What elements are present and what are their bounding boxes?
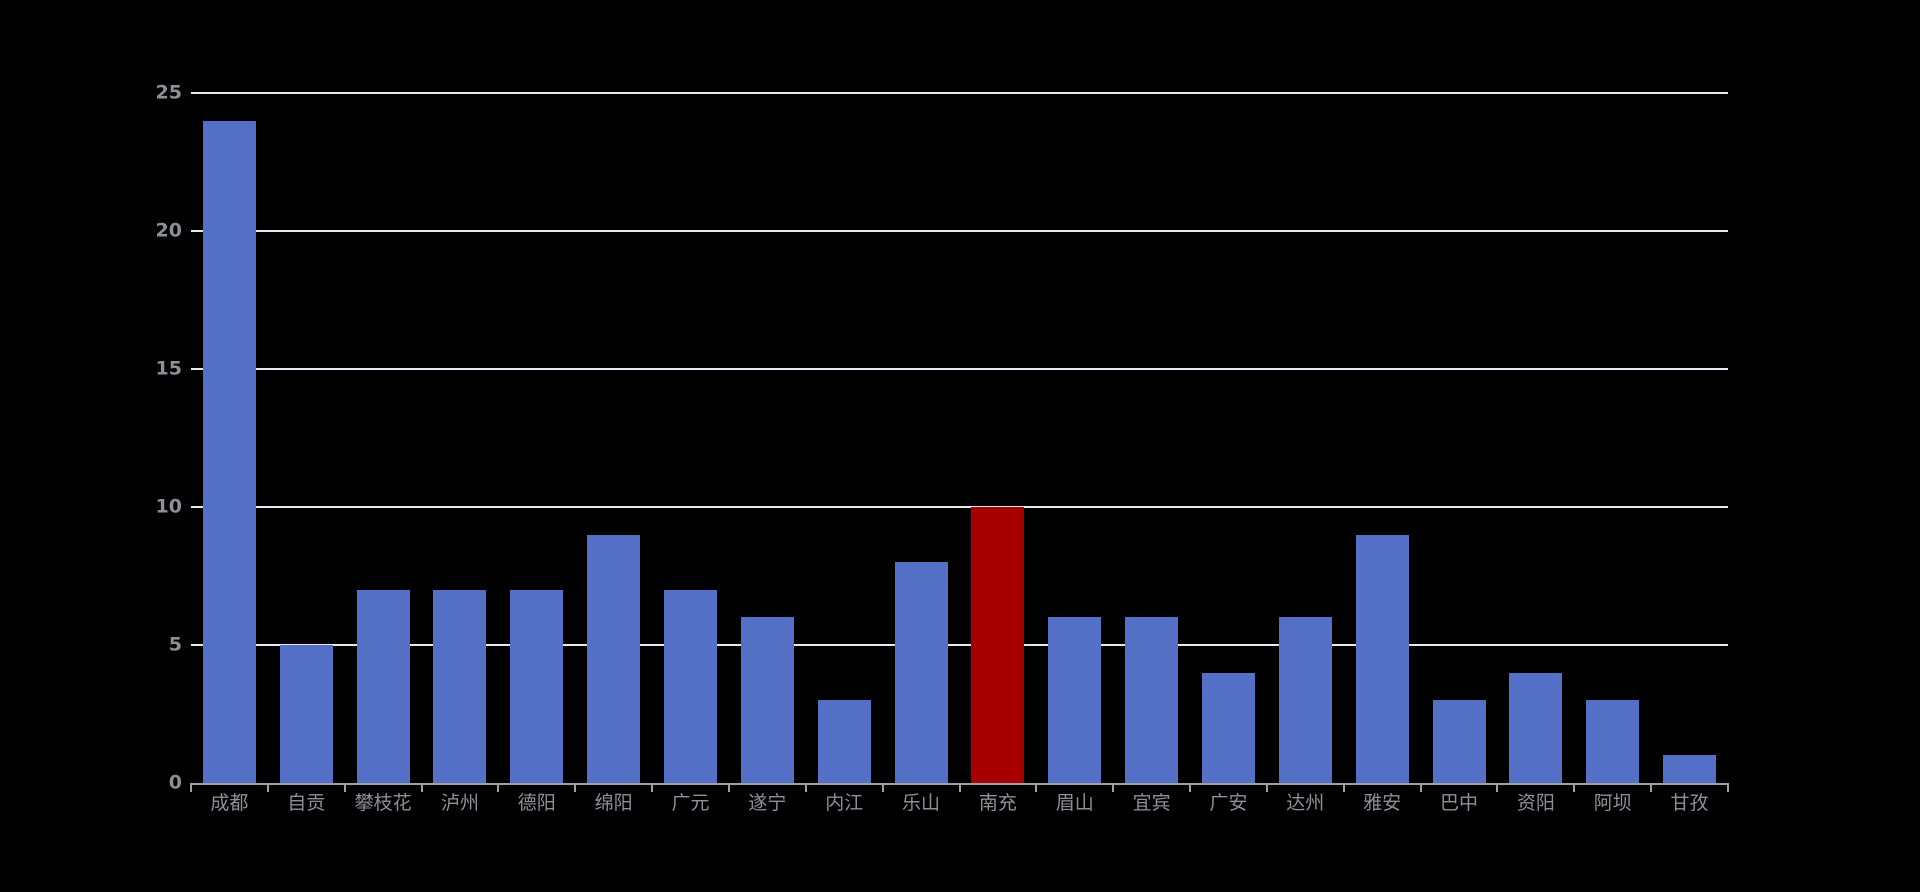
x-axis-tick: [420, 783, 423, 792]
bar-雅安[interactable]: [1355, 534, 1409, 783]
bar-自贡[interactable]: [279, 645, 333, 783]
x-axis-tick: [1727, 783, 1729, 792]
bar-南充[interactable]: [971, 507, 1025, 783]
bar-巴中[interactable]: [1432, 700, 1486, 783]
x-axis-tick: [574, 783, 577, 792]
bar-绵阳[interactable]: [587, 534, 641, 783]
bar-广元[interactable]: [664, 589, 718, 783]
bar-成都[interactable]: [202, 120, 256, 783]
x-axis-label-甘孜: 甘孜: [1670, 792, 1709, 814]
x-axis-label-自贡: 自贡: [287, 792, 326, 814]
bar-攀枝花[interactable]: [356, 589, 410, 783]
x-axis-labels: 成都 自贡 攀枝花 泸州 德阳 绵阳 广元 遂宁 内江 乐山 南充 眉山 宜宾 广安 达州 雅安 巴中 资阳 阿坝 甘…: [191, 791, 1728, 821]
x-axis-tick: [651, 783, 654, 792]
x-axis-label-雅安: 雅安: [1363, 792, 1402, 814]
x-axis-tick: [1035, 783, 1038, 792]
y-axis-label-10: 10: [155, 495, 182, 518]
bar-广安[interactable]: [1201, 672, 1255, 783]
y-axis-label-15: 15: [155, 357, 182, 380]
y-axis-label-20: 20: [155, 219, 182, 242]
gridline-y-5: [191, 644, 1728, 646]
x-axis-label-广元: 广元: [671, 792, 710, 814]
bar-资阳[interactable]: [1509, 672, 1563, 783]
x-axis-tick: [1419, 783, 1422, 792]
x-axis-tick: [1650, 783, 1653, 792]
x-axis-tick: [190, 783, 192, 792]
x-axis-tick: [1573, 783, 1576, 792]
y-axis-label-25: 25: [155, 81, 182, 104]
x-axis-label-资阳: 资阳: [1516, 792, 1555, 814]
x-axis-label-阿坝: 阿坝: [1593, 792, 1632, 814]
x-axis-tick: [266, 783, 269, 792]
x-axis-tick: [1265, 783, 1268, 792]
gridline-y-15: [191, 368, 1728, 370]
x-axis-label-绵阳: 绵阳: [594, 792, 633, 814]
x-axis-tick: [497, 783, 500, 792]
x-axis-tick: [343, 783, 346, 792]
y-axis-label-0: 0: [168, 771, 182, 794]
x-axis-label-泸州: 泸州: [440, 792, 479, 814]
bar-泸州[interactable]: [433, 589, 487, 783]
plot-area: [190, 92, 1729, 792]
bar-遂宁[interactable]: [740, 617, 794, 783]
x-axis-label-德阳: 德阳: [517, 792, 556, 814]
y-axis-label-5: 5: [168, 633, 182, 656]
gridline-y-20: [191, 230, 1728, 232]
x-axis-label-广安: 广安: [1209, 792, 1248, 814]
bar-内江[interactable]: [817, 700, 871, 783]
x-axis-tick: [1496, 783, 1499, 792]
x-axis-tick: [727, 783, 730, 792]
y-axis-labels: 0 5 10 15 20 25: [0, 83, 182, 792]
x-axis-label-宜宾: 宜宾: [1132, 792, 1171, 814]
bar-眉山[interactable]: [1048, 617, 1102, 783]
bar-甘孜[interactable]: [1663, 755, 1717, 783]
x-axis-tick: [881, 783, 884, 792]
gridline-y-25: [191, 92, 1728, 94]
bar-乐山[interactable]: [894, 562, 948, 783]
x-axis-label-成都: 成都: [210, 792, 249, 814]
x-axis-label-眉山: 眉山: [1055, 792, 1094, 814]
x-axis-label-达州: 达州: [1286, 792, 1325, 814]
x-axis-label-巴中: 巴中: [1440, 792, 1479, 814]
x-axis-tick: [804, 783, 807, 792]
bar-达州[interactable]: [1278, 617, 1332, 783]
gridline-y-10: [191, 506, 1728, 508]
x-axis-label-内江: 内江: [825, 792, 864, 814]
bar-阿坝[interactable]: [1586, 700, 1640, 783]
x-axis-tick: [1112, 783, 1115, 792]
x-axis-tick: [1342, 783, 1345, 792]
bar-宜宾[interactable]: [1125, 617, 1179, 783]
x-axis-label-遂宁: 遂宁: [748, 792, 787, 814]
x-axis-label-南充: 南充: [978, 792, 1017, 814]
x-axis-label-攀枝花: 攀枝花: [354, 792, 412, 814]
bar-德阳[interactable]: [510, 589, 564, 783]
x-axis-label-乐山: 乐山: [902, 792, 941, 814]
x-axis-tick: [958, 783, 961, 792]
x-axis-tick: [1189, 783, 1192, 792]
